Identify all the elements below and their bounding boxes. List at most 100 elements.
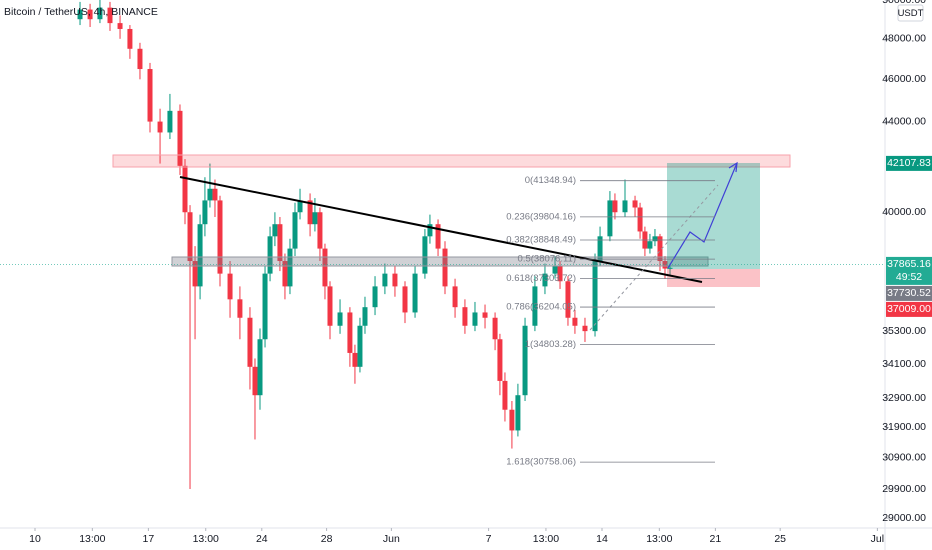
price-label-box [886, 301, 932, 317]
x-tick-label: 17 [143, 533, 155, 545]
y-tick-label: 35300.00 [882, 325, 926, 337]
candle-body [402, 286, 408, 313]
candle-body [412, 273, 418, 313]
x-tick-label: 13:00 [193, 533, 219, 545]
candle-body [157, 121, 163, 133]
candle-body [202, 200, 208, 225]
candle-body [522, 325, 528, 396]
y-tick-label: 46000.00 [882, 73, 926, 85]
candle-body [322, 248, 328, 287]
candle-body [657, 236, 663, 262]
x-tick-label: 7 [486, 533, 492, 545]
candle-body [282, 261, 288, 287]
candle-body [337, 312, 343, 326]
fib-label: 0.5(38076.11) [518, 254, 576, 265]
candle-body [362, 307, 368, 326]
candle-body [497, 339, 503, 381]
x-tick-label: 13:00 [79, 533, 105, 545]
candle-body [187, 212, 193, 262]
candle-body [167, 110, 173, 133]
candle-body [612, 200, 618, 213]
candle-body [182, 165, 188, 213]
candle-body [137, 48, 143, 70]
candle-body [552, 266, 558, 274]
candle-body [557, 266, 563, 282]
candle-body [352, 352, 358, 367]
y-tick-label: 29900.00 [882, 483, 926, 495]
candle-body [632, 200, 638, 208]
candle-body [127, 28, 133, 49]
fib-label: 1.618(30758.06) [506, 457, 576, 468]
candle-body [647, 241, 653, 249]
candle-body [482, 312, 488, 318]
candle-body [177, 110, 183, 166]
candle-body [462, 307, 468, 326]
price-label-box [886, 256, 932, 285]
y-tick-label: 34100.00 [882, 358, 926, 370]
candle-body [622, 200, 628, 213]
fib-label: 0.236(39804.16) [506, 211, 576, 222]
candle-body [197, 224, 203, 287]
candle-body [572, 317, 578, 326]
candle-body [292, 212, 298, 249]
y-tick-label: 31900.00 [882, 421, 926, 433]
fib-label: 0.618(37303.72) [506, 273, 576, 284]
candle-body [147, 69, 153, 122]
candle-body [532, 286, 538, 326]
price-label: 37730.52 [887, 287, 931, 299]
price-label: 37009.00 [887, 303, 931, 315]
candle-body [217, 200, 223, 274]
candle-body [287, 248, 293, 287]
price-label-box [886, 285, 932, 301]
projection-path [667, 162, 738, 269]
candle-body [592, 261, 598, 332]
plot-area [77, 0, 673, 490]
candle-body [277, 224, 283, 262]
x-tick-label: 14 [596, 533, 608, 545]
y-tick-label: 44000.00 [882, 115, 926, 127]
candle-body [297, 200, 303, 213]
price-label: 37865.16 [887, 258, 931, 270]
fib-label: 0.382(38848.49) [506, 235, 576, 246]
currency-box [897, 4, 924, 22]
candle-body [327, 286, 333, 326]
candle-body [212, 188, 218, 201]
candle-body [422, 236, 428, 274]
x-tick-label: Jun [383, 533, 400, 545]
candle-body [502, 380, 508, 410]
resistance-zone [112, 154, 791, 168]
countdown: 49:52 [896, 271, 922, 283]
x-tick-label: 10 [29, 533, 41, 545]
candle-body [597, 236, 603, 262]
candle-body [472, 312, 478, 326]
candle-body [427, 224, 433, 237]
candle-body [97, 7, 103, 20]
dashed-guide [589, 184, 719, 331]
candle-body [252, 366, 258, 396]
candle-body [307, 200, 313, 225]
candle-body [262, 273, 268, 340]
x-tick-label: 13:00 [646, 533, 672, 545]
candle-body [107, 7, 113, 24]
candle-body [347, 312, 353, 353]
y-tick-label: 48000.00 [882, 33, 926, 45]
candle-body [492, 317, 498, 340]
price-label: 42107.83 [887, 157, 931, 169]
candle-body [207, 188, 213, 201]
projection-arrowhead [728, 161, 738, 173]
candle-body [607, 200, 613, 237]
candle-body [117, 23, 123, 29]
x-tick-label: 25 [774, 533, 786, 545]
candle-body [565, 281, 571, 318]
candle-body [509, 409, 515, 431]
candle-body [357, 325, 363, 367]
candle-body [667, 267, 673, 269]
target-zone [667, 163, 760, 269]
fib-label: 0(41348.94) [525, 175, 576, 186]
candle-body [192, 261, 198, 287]
candle-body [272, 224, 278, 237]
candle-body [372, 286, 378, 308]
candle-body [637, 207, 643, 232]
